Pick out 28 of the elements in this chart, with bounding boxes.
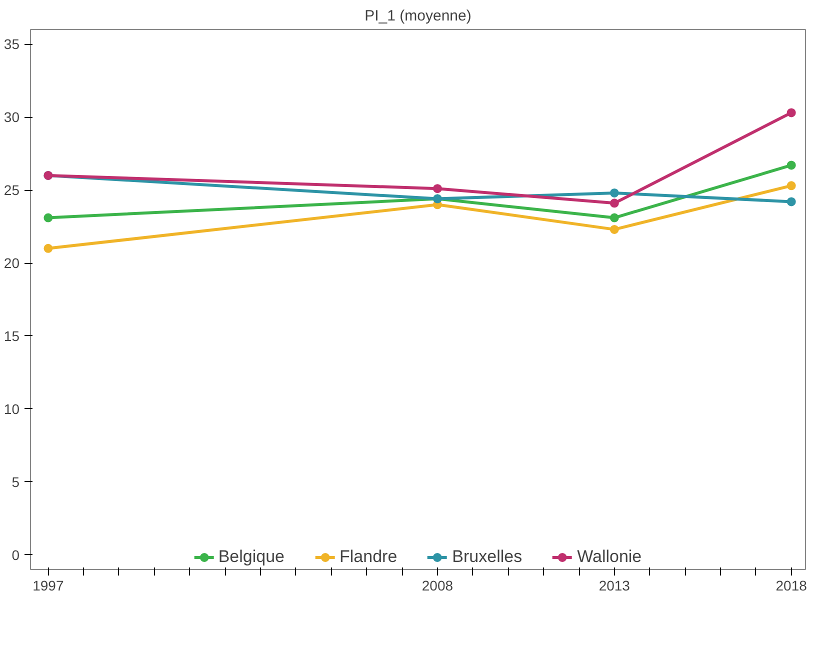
point <box>786 108 796 118</box>
y-tick-label: 5 <box>12 474 20 490</box>
y-tick-label: 20 <box>4 255 20 272</box>
y-tick-label: 30 <box>4 109 20 126</box>
y-tick-label: 0 <box>12 546 20 563</box>
y-tick-label: 35 <box>4 36 20 52</box>
x-tick-label: 2008 <box>422 578 454 594</box>
point <box>786 197 796 206</box>
chart-title: PI_1 (moyenne) <box>364 8 472 24</box>
point <box>610 198 619 208</box>
legend-label: Bruxelles <box>452 547 522 567</box>
point <box>432 184 442 194</box>
point <box>610 188 619 198</box>
legend-label: Wallonie <box>577 547 642 567</box>
point <box>786 160 796 170</box>
x-tick-label: 2013 <box>598 578 630 594</box>
point <box>610 224 619 234</box>
point <box>786 181 796 190</box>
y-tick-label: 10 <box>4 400 20 417</box>
x-tick-label: 2018 <box>776 578 808 594</box>
point <box>44 213 53 222</box>
point <box>610 213 619 222</box>
y-tick-label: 25 <box>4 182 20 198</box>
legend-label: Flandre <box>340 547 398 567</box>
point <box>44 244 53 253</box>
legend-label: Belgique <box>218 547 285 567</box>
x-tick-label: 1997 <box>32 578 64 594</box>
y-tick-label: 15 <box>4 328 20 344</box>
